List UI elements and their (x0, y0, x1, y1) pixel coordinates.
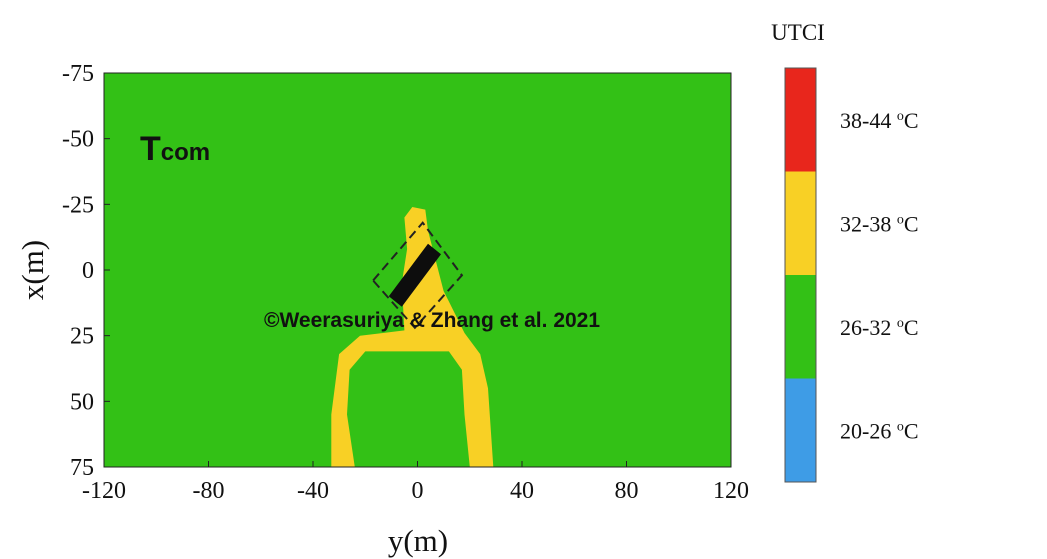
colorbar-label-26-32: 26-32 oC (840, 315, 919, 340)
colorbar-segment-20-26 (785, 378, 816, 482)
hot-zone-32-38 (331, 207, 494, 467)
x-tick-label: 80 (615, 478, 639, 504)
x-tick-label: 120 (713, 478, 749, 504)
y-tick-label: -50 (62, 127, 94, 153)
colorbar-label-38-44: 38-44 oC (840, 108, 919, 133)
x-tick-label: -40 (297, 478, 329, 504)
panel-label-main: T (140, 130, 161, 168)
colorbar: UTCI 38-44 oC 32-38 oC 26-32 oC 20-26 oC (771, 20, 919, 483)
y-tick-label: -75 (62, 61, 94, 87)
colorbar-label-32-38: 32-38 oC (840, 211, 919, 236)
colorbar-labels: 38-44 oC 32-38 oC 26-32 oC 20-26 oC (840, 108, 919, 444)
x-tick-label: 0 (412, 478, 424, 504)
colorbar-frame (784, 67, 817, 483)
y-tick-label: -25 (62, 192, 94, 218)
plot-area (103, 72, 732, 468)
copyright-watermark: ©Weerasuriya & Zhang et al. 2021 (264, 309, 600, 332)
colorbar-label-20-26: 20-26 oC (840, 418, 919, 443)
y-tick-label: 75 (70, 455, 94, 481)
y-tick-label: 0 (82, 258, 94, 284)
colorbar-segment-38-44 (785, 68, 816, 172)
y-tick-label: 25 (70, 324, 94, 350)
colorbar-segment-26-32 (785, 275, 816, 379)
x-tick-label: 40 (510, 478, 534, 504)
y-axis-label: x(m) (15, 240, 50, 300)
x-axis-label: y(m) (388, 523, 448, 558)
x-axis-ticks: -120 -80 -40 0 40 80 120 (82, 461, 749, 504)
building-footprint-dashed (371, 221, 464, 330)
building-footprint-solid (388, 243, 441, 307)
x-tick-label: -80 (193, 478, 225, 504)
colorbar-segments (785, 68, 816, 482)
x-tick-label: -120 (82, 478, 126, 504)
colorbar-segment-32-38 (785, 171, 816, 275)
y-axis-ticks: -75 -50 -25 0 25 50 75 (62, 61, 110, 481)
panel-label-tcom: Tcom (140, 130, 210, 168)
panel-label-subscript: com (161, 139, 210, 166)
y-tick-label: 50 (70, 389, 94, 415)
colorbar-title: UTCI (771, 20, 825, 45)
